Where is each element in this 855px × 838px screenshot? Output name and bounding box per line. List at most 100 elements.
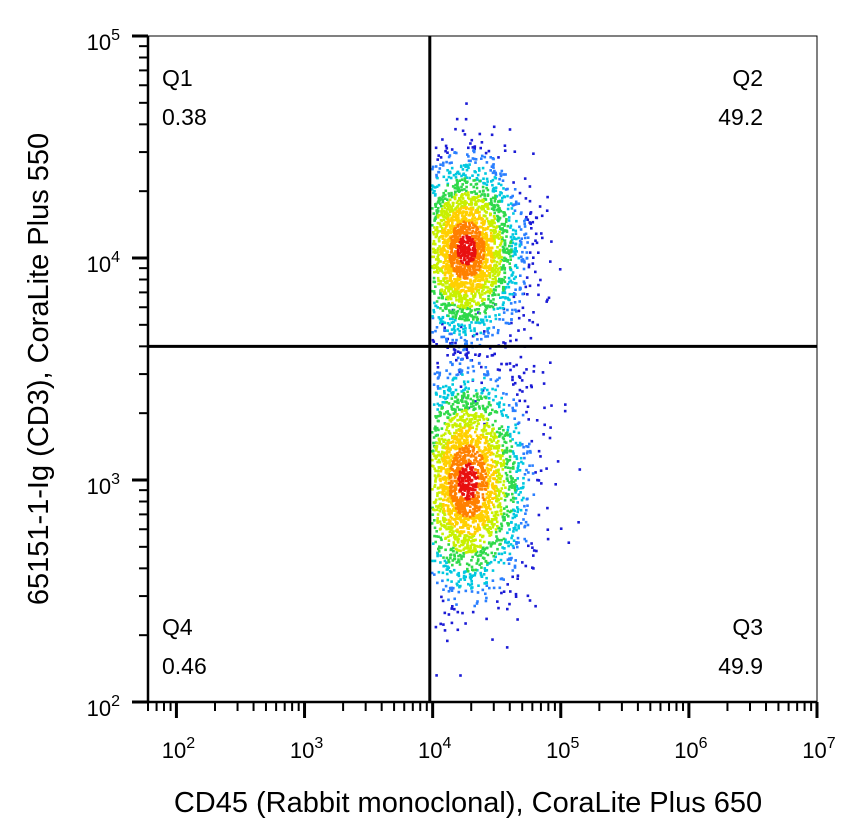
data-point — [481, 496, 485, 499]
data-point — [435, 535, 438, 538]
data-point — [495, 226, 498, 229]
data-point — [469, 279, 472, 283]
data-point — [464, 207, 468, 211]
data-point — [487, 518, 490, 522]
data-point — [518, 243, 522, 246]
data-point — [519, 456, 523, 460]
data-point — [502, 289, 505, 292]
data-point — [470, 479, 473, 483]
data-point — [472, 179, 475, 182]
data-point — [531, 242, 535, 246]
data-point — [450, 494, 454, 498]
data-point — [457, 225, 460, 228]
data-point — [467, 146, 470, 150]
data-point — [461, 415, 464, 418]
data-point — [500, 474, 504, 478]
data-point — [445, 202, 448, 205]
data-point — [458, 211, 461, 215]
data-point — [457, 240, 460, 243]
data-point — [466, 488, 470, 491]
data-point — [430, 571, 434, 575]
data-point — [453, 535, 456, 539]
data-point — [436, 517, 439, 520]
data-point — [498, 262, 501, 266]
data-point — [490, 199, 493, 203]
data-point — [495, 494, 498, 498]
data-point — [481, 514, 485, 517]
data-point — [483, 569, 487, 572]
data-point — [477, 167, 481, 170]
data-point — [439, 260, 442, 263]
data-point — [517, 375, 521, 378]
data-point — [457, 510, 460, 514]
data-point — [431, 165, 435, 169]
data-point — [454, 213, 457, 216]
data-point — [456, 392, 460, 396]
data-point — [514, 409, 517, 413]
data-point — [491, 579, 495, 582]
data-point — [453, 215, 456, 219]
data-point — [491, 428, 494, 431]
data-point — [534, 604, 537, 608]
data-point — [448, 309, 451, 312]
data-point — [431, 185, 435, 188]
data-point — [446, 354, 449, 357]
data-point — [465, 443, 469, 446]
data-point — [459, 415, 462, 419]
data-point — [464, 213, 468, 216]
data-point — [439, 321, 442, 325]
data-point — [461, 482, 464, 486]
data-point — [470, 304, 474, 308]
data-point — [483, 273, 486, 276]
data-point — [479, 550, 483, 553]
data-point — [464, 165, 467, 168]
data-point — [514, 523, 517, 526]
data-point — [491, 524, 495, 527]
data-point — [504, 259, 508, 262]
data-point — [517, 316, 521, 320]
data-point — [516, 618, 519, 621]
data-point — [450, 607, 453, 610]
data-point — [501, 444, 505, 447]
data-point — [486, 484, 490, 488]
data-point — [449, 171, 452, 174]
data-point — [471, 206, 474, 209]
data-point — [500, 200, 503, 203]
data-point — [503, 266, 507, 270]
data-point — [472, 516, 476, 519]
data-point — [484, 280, 487, 284]
data-point — [529, 336, 533, 340]
data-point — [464, 200, 467, 203]
data-point — [465, 176, 469, 179]
data-point — [512, 480, 516, 484]
data-point — [478, 487, 482, 491]
data-point — [498, 376, 501, 380]
data-point — [444, 149, 447, 153]
data-point — [458, 285, 462, 288]
data-point — [490, 551, 494, 555]
data-point — [494, 379, 498, 383]
data-point — [495, 451, 499, 455]
data-point — [479, 395, 482, 398]
data-point — [437, 547, 440, 551]
data-point — [456, 231, 460, 235]
data-point — [528, 185, 532, 188]
data-point — [501, 546, 504, 549]
data-point — [453, 495, 457, 498]
data-point — [469, 219, 473, 222]
data-point — [489, 169, 492, 172]
data-point — [462, 538, 466, 542]
data-point — [491, 526, 495, 529]
data-point — [477, 291, 481, 295]
data-point — [462, 480, 465, 483]
data-point — [506, 583, 509, 586]
data-point — [470, 292, 473, 295]
data-point — [497, 219, 500, 223]
data-point — [473, 255, 476, 258]
data-point — [505, 392, 508, 396]
data-point — [486, 371, 490, 374]
data-point — [435, 211, 439, 215]
data-point — [549, 426, 552, 429]
data-point — [476, 554, 479, 558]
data-point — [505, 451, 509, 454]
